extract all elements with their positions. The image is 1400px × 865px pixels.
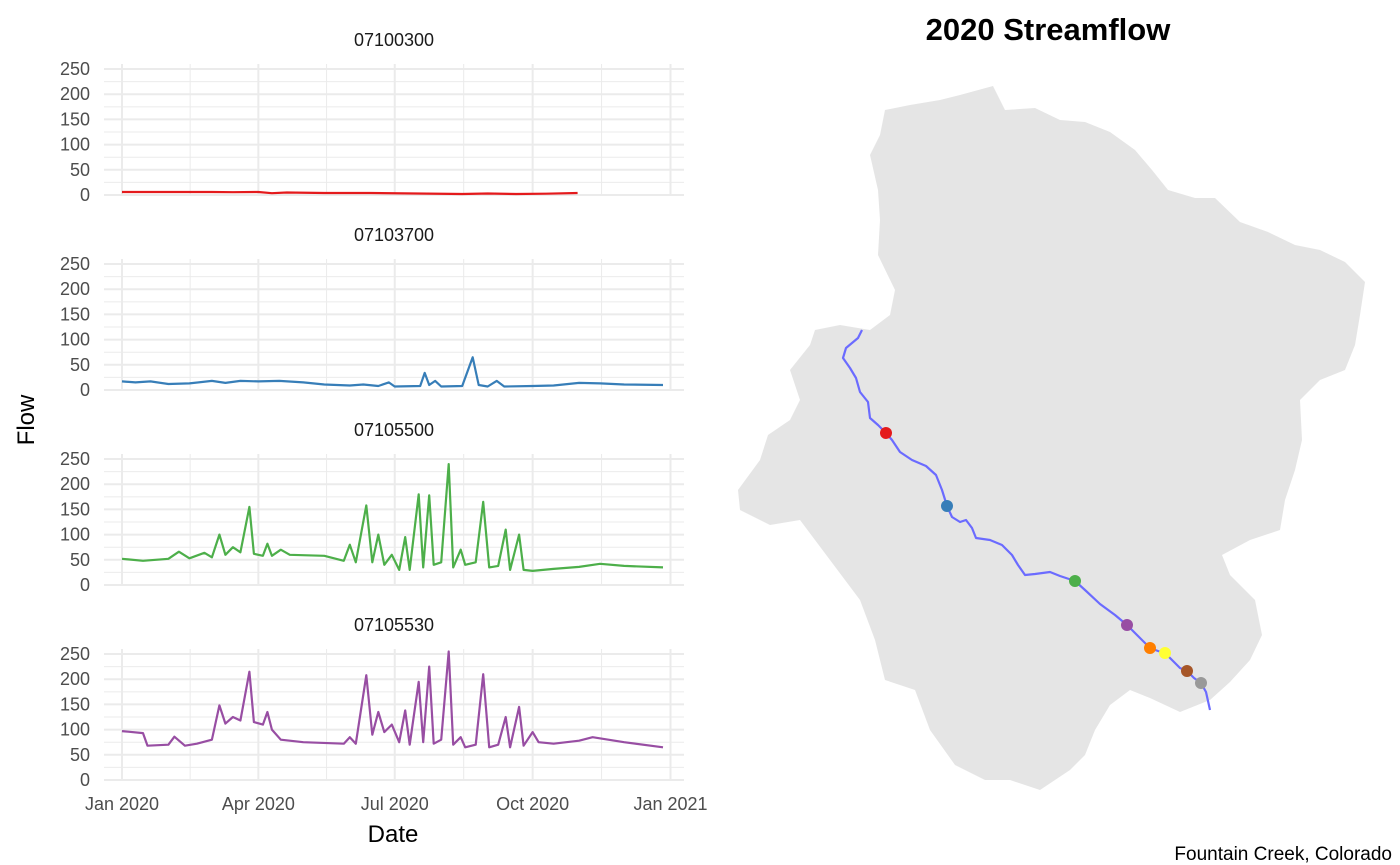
y-tick-label: 50 [70,550,90,570]
y-tick-label: 250 [60,449,90,469]
x-axis: Jan 2020 Apr 2020 Jul 2020 Oct 2020 Jan 2021 [85,794,708,814]
y-tick-label: 150 [60,694,90,714]
y-tick-label: 50 [70,355,90,375]
y-tick-label: 0 [80,380,90,400]
gauge-point-7 [1181,665,1193,677]
facet-panel-07100300: 0 50 100 150 200 250 07100300 [60,30,684,205]
map-title: 2020 Streamflow [926,12,1172,47]
y-tick-label: 0 [80,770,90,790]
gauge-point-1 [880,427,892,439]
y-tick-label: 250 [60,644,90,664]
y-tick-label: 100 [60,720,90,740]
y-tick-label: 200 [60,474,90,494]
gauge-point-4 [1121,619,1133,631]
y-tick-label: 200 [60,84,90,104]
gauge-point-5 [1144,642,1156,654]
y-tick-label: 100 [60,330,90,350]
x-axis-title: Date [368,821,419,848]
y-tick-label: 250 [60,254,90,274]
gauge-point-8 [1195,677,1207,689]
y-tick-label: 150 [60,109,90,129]
facet-panel-07105500: 0 50 100 150 200 250 07105500 [60,420,684,595]
y-tick-label: 200 [60,279,90,299]
basin-map [738,86,1365,790]
series-line-07103700 [121,356,664,388]
series-line-07105500 [121,463,664,573]
facet-label-07100300: 07100300 [354,30,434,50]
y-tick-label: 0 [80,185,90,205]
y-tick-label: 50 [70,160,90,180]
facet-label-07105530: 07105530 [354,615,434,635]
basin-polygon [738,86,1365,790]
facet-label-07103700: 07103700 [354,225,434,245]
map-caption: Fountain Creek, Colorado [1174,844,1392,865]
y-tick-label: 150 [60,304,90,324]
y-tick-label: 250 [60,59,90,79]
series-line-07105530 [121,650,664,749]
facet-panel-07105530: 0 50 100 150 200 250 07105530 [60,615,684,790]
gauge-point-3 [1069,575,1081,587]
y-tick-label: 50 [70,745,90,765]
x-tick-label: Jan 2020 [85,794,159,814]
facet-panels: 0 50 100 150 200 250 07100300 0 50 100 150 200 250 07… [60,30,684,790]
series-line-07100300 [122,190,578,196]
facet-label-07105500: 07105500 [354,420,434,440]
gauge-point-2 [941,500,953,512]
y-tick-label: 100 [60,525,90,545]
facet-panel-07103700: 0 50 100 150 200 250 07103700 [60,225,684,400]
x-tick-label: Oct 2020 [496,794,569,814]
y-tick-label: 200 [60,669,90,689]
y-tick-label: 100 [60,135,90,155]
gauge-point-6 [1159,647,1171,659]
y-tick-label: 0 [80,575,90,595]
y-tick-label: 150 [60,499,90,519]
x-tick-label: Jul 2020 [361,794,429,814]
x-tick-label: Apr 2020 [222,794,295,814]
y-axis-title: Flow [13,394,40,445]
x-tick-label: Jan 2021 [633,794,707,814]
